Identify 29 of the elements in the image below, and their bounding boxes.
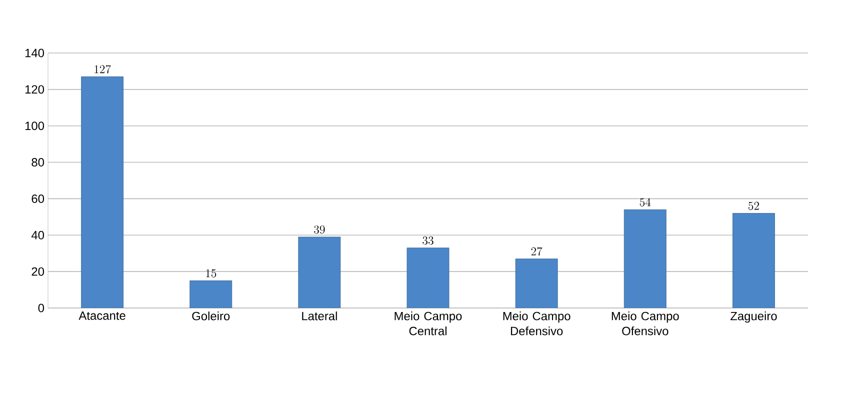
bar [515,258,558,308]
x-tick-label: Meio Campo Central [394,312,462,336]
x-tick-label: Zagueiro [730,312,777,323]
x-tick-label: Meio Campo Defensivo [503,312,570,336]
y-tick-label: 0 [38,304,44,312]
y-tick-label: 20 [32,267,44,276]
x-tick-label: Atacante [78,312,126,320]
bar [624,209,666,308]
y-tick-label: 100 [25,122,44,130]
data-label: 15 [206,269,216,278]
data-label: 54 [640,198,651,206]
y-tick-label: 120 [25,85,44,94]
x-tick-label: Lateral [302,312,337,320]
data-label: 52 [748,202,759,210]
data-label: 27 [531,247,542,256]
bar [81,76,124,308]
y-tick-label: 40 [31,230,44,240]
bar [298,236,341,308]
data-label: 127 [94,65,111,74]
x-tick-label: Goleiro [192,312,230,320]
y-tick-label: 80 [32,158,44,167]
data-label: 33 [422,236,434,245]
bar [190,280,232,308]
data-label: 39 [314,225,325,234]
bar [406,248,450,308]
bar [732,213,775,308]
y-tick-label: 140 [25,48,44,58]
x-tick-label: Meio Campo Ofensivo [612,312,679,336]
y-tick-label: 60 [32,194,44,203]
